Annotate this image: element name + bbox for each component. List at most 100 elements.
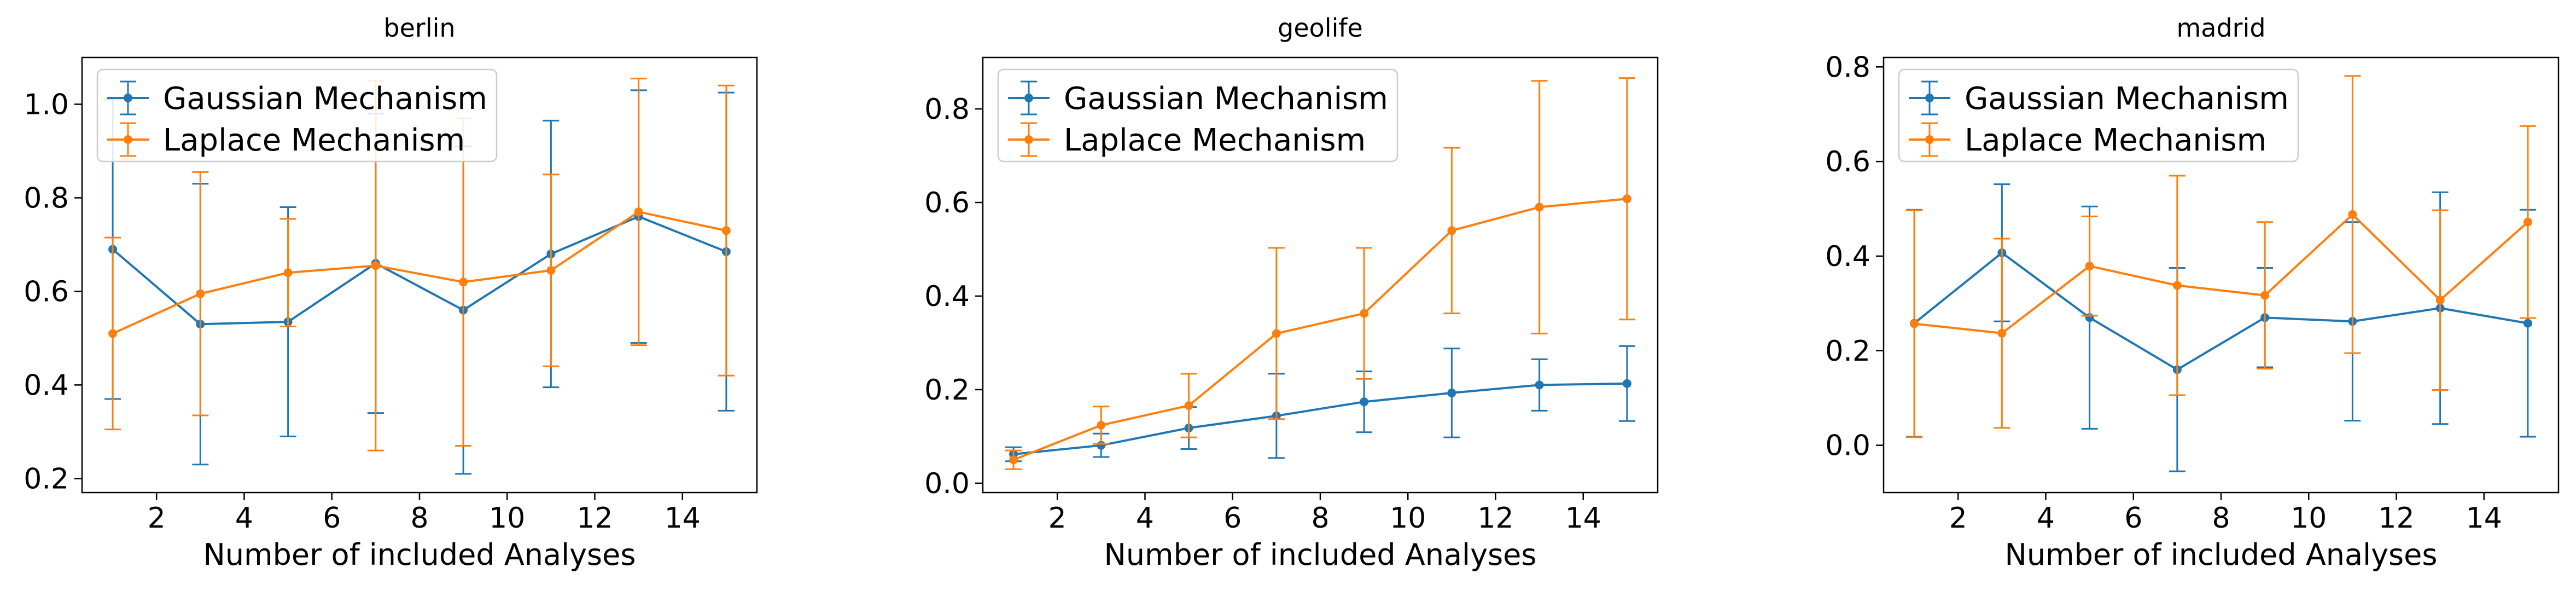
legend-box (1898, 68, 2299, 163)
data-point (1272, 329, 1281, 338)
legend-entry: Laplace Mechanism (1008, 122, 1366, 158)
x-tick-label: 14 (665, 502, 701, 535)
data-point (196, 289, 205, 298)
subplot-title: berlin (383, 13, 455, 43)
x-tick-label: 14 (1565, 502, 1601, 535)
x-tick-label: 8 (2212, 502, 2230, 535)
data-point (1622, 379, 1631, 388)
data-point (1997, 328, 2007, 338)
data-point (1447, 388, 1456, 397)
series-line (112, 210, 727, 335)
x-axis-label: Number of included Analyses (2004, 537, 2437, 572)
data-point (1097, 420, 1106, 430)
legend-label: Laplace Mechanism (1965, 123, 2266, 158)
subplot-title: geolife (1278, 13, 1363, 43)
legend-marker (1925, 94, 1934, 102)
y-tick-label: 0.4 (1825, 240, 1870, 273)
y-tick-label: 0.4 (24, 369, 69, 402)
data-point (2523, 319, 2532, 328)
legend-marker (124, 94, 132, 102)
legend-marker (124, 135, 132, 144)
data-point (1535, 203, 1544, 212)
y-tick-label: 0.0 (924, 467, 970, 500)
x-tick-label: 2 (148, 502, 166, 535)
data-point (1622, 194, 1631, 204)
x-tick-label: 8 (1311, 502, 1329, 535)
subplot-geolife: geolife 2 4 6 8 10 12 14 0.0 0.2 0.4 0.6 0.8 Number o… (924, 13, 1659, 572)
legend-label: Gaussian Mechanism (1064, 81, 1388, 117)
axes-frame (982, 56, 1659, 494)
data-point (283, 268, 293, 277)
x-tick-label: 2 (1048, 502, 1066, 535)
data-point (721, 226, 731, 235)
legend-entry: Gaussian Mechanism (1909, 80, 2289, 117)
x-tick-label: 2 (1949, 502, 1967, 535)
series-line (1913, 251, 2528, 371)
y-tick-label: 0.6 (24, 275, 69, 308)
x-axis-label: Number of included Analyses (203, 537, 636, 572)
y-tick-label: 0.6 (924, 187, 970, 219)
y-tick-label: 0.8 (24, 182, 69, 215)
subplot-title: madrid (2176, 13, 2265, 43)
x-tick-label: 10 (489, 502, 525, 535)
legend-marker (1024, 94, 1033, 102)
data-point (2348, 210, 2357, 219)
axes-frame (1883, 56, 2560, 494)
series-laplace-mechanism (1005, 77, 1635, 470)
x-tick-label: 10 (1390, 502, 1426, 535)
y-tick-label: 0.2 (924, 374, 970, 407)
x-axis-label: Number of included Analyses (1104, 537, 1536, 572)
x-tick-label: 12 (2378, 502, 2414, 535)
data-point (2260, 291, 2270, 300)
axes-frame (81, 56, 758, 494)
legend-label: Gaussian Mechanism (163, 81, 487, 117)
legend-label: Gaussian Mechanism (1965, 81, 2289, 117)
x-tick-label: 8 (410, 502, 428, 535)
data-point (1535, 380, 1544, 390)
data-point (1360, 309, 1369, 318)
legend-entry: Laplace Mechanism (107, 122, 465, 158)
legend: Gaussian Mechanism Laplace Mechanism (96, 68, 498, 163)
data-point (2085, 262, 2094, 271)
data-point (2435, 296, 2445, 305)
legend-marker (1925, 135, 1934, 144)
x-tick-label: 10 (2291, 502, 2327, 535)
data-point (1009, 455, 1018, 465)
y-tick-label: 0.8 (924, 93, 970, 126)
x-tick-label: 12 (576, 502, 613, 535)
y-tick-label: 0.8 (1825, 51, 1870, 84)
y-tick-label: 0.4 (924, 280, 970, 313)
x-tick-label: 4 (235, 502, 253, 535)
legend-box (997, 68, 1398, 163)
data-point (1184, 401, 1193, 410)
legend: Gaussian Mechanism Laplace Mechanism (997, 68, 1398, 163)
y-tick-label: 0.0 (1825, 430, 1870, 462)
data-point (546, 265, 556, 275)
subplot-madrid: madrid 2 4 6 8 10 12 14 0.0 0.2 0.4 0.6 0.8 Number of… (1825, 13, 2560, 572)
data-point (2172, 281, 2182, 290)
data-point (1910, 319, 1919, 328)
data-point (634, 207, 643, 217)
data-point (1360, 397, 1369, 407)
legend-marker (1024, 135, 1033, 144)
data-point (459, 277, 468, 287)
series-laplace-mechanism (1906, 75, 2536, 438)
y-tick-label: 1.0 (24, 88, 69, 121)
x-tick-label: 4 (2037, 502, 2055, 535)
legend-entry: Gaussian Mechanism (1008, 80, 1388, 117)
data-point (108, 329, 118, 338)
legend-label: Laplace Mechanism (1064, 123, 1366, 158)
x-tick-label: 12 (1477, 502, 1513, 535)
x-tick-label: 6 (2124, 502, 2142, 535)
legend: Gaussian Mechanism Laplace Mechanism (1898, 68, 2299, 163)
y-tick-label: 0.2 (24, 462, 69, 495)
legend-entry: Gaussian Mechanism (107, 80, 487, 117)
y-tick-label: 0.2 (1825, 335, 1870, 368)
y-tick-label: 0.6 (1825, 146, 1870, 178)
x-tick-label: 6 (1223, 502, 1242, 535)
series-line (112, 215, 727, 326)
x-tick-label: 14 (2466, 502, 2502, 535)
legend-box (96, 68, 498, 163)
subplot-berlin: berlin 2 4 6 8 10 12 14 0.2 0.4 0.6 0.8 1.0 Number of… (24, 13, 758, 572)
legend-label: Laplace Mechanism (163, 123, 465, 158)
